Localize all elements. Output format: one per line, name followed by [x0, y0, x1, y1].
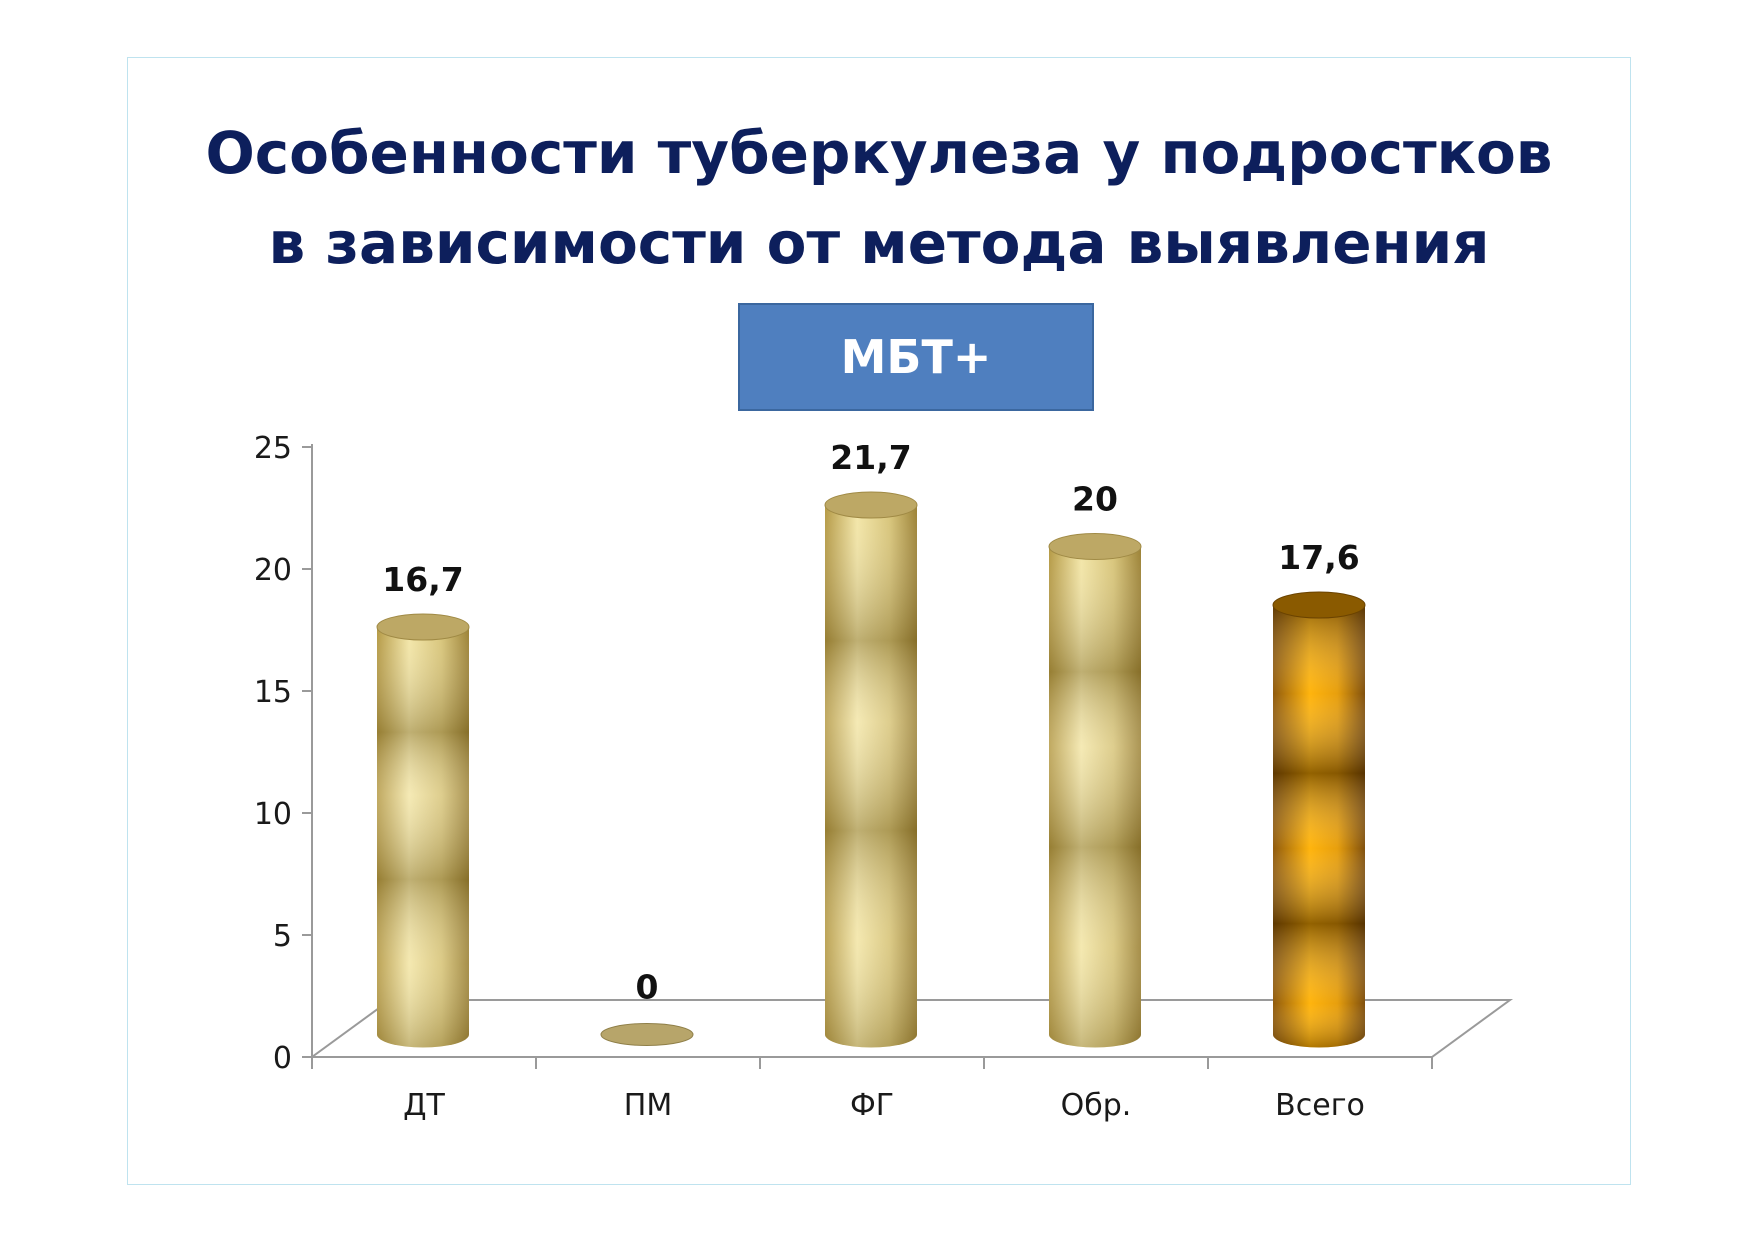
y-tick-label: 5	[273, 919, 292, 954]
data-label: 0	[636, 968, 659, 1007]
bar-4	[1272, 591, 1366, 1048]
mbt-badge: МБТ+	[738, 303, 1094, 411]
bar-flat-disc	[600, 1023, 694, 1046]
y-tick-label: 10	[254, 797, 292, 832]
y-tick-label: 20	[254, 553, 292, 588]
x-category-label: Всего	[1275, 1088, 1365, 1123]
data-label: 21,7	[830, 438, 911, 477]
title-line-2: в зависимости от метода выявления	[268, 209, 1490, 277]
slide-title: Особенности туберкулеза у подростков в з…	[128, 108, 1630, 288]
y-tick-label: 15	[254, 675, 292, 710]
bar-2	[824, 491, 918, 1048]
bar-shading	[825, 505, 917, 1048]
bar-top-cap	[1272, 591, 1366, 619]
y-tick-label: 25	[254, 431, 292, 466]
bar-top-cap	[1048, 533, 1142, 560]
bar-shading	[377, 627, 469, 1048]
bar-top-cap	[376, 613, 470, 641]
y-tick-label: 0	[273, 1041, 292, 1076]
chart-labels: ДТ ПМ ФГ Обр. Всего 16,7 0 21,7 20 17,6	[382, 438, 1365, 1123]
data-label: 17,6	[1278, 538, 1359, 577]
data-label: 16,7	[382, 560, 463, 599]
data-label: 20	[1072, 480, 1118, 519]
chart-bars	[376, 491, 1366, 1048]
x-category-label: ПМ	[624, 1088, 672, 1123]
bar-shading	[1049, 546, 1141, 1048]
bar-0	[376, 613, 470, 1048]
bar-3	[1048, 533, 1142, 1048]
title-line-1: Особенности туберкулеза у подростков	[205, 119, 1553, 187]
x-category-label: ФГ	[850, 1088, 894, 1123]
x-category-label: ДТ	[403, 1088, 445, 1123]
bar-shading	[1273, 605, 1365, 1048]
bar-1	[600, 1023, 694, 1046]
chart-floor	[308, 999, 1514, 1058]
bar-top-cap	[824, 491, 918, 519]
chart-axes: 0 5 10 15 20 25	[254, 431, 1514, 1076]
x-category-label: Обр.	[1061, 1088, 1132, 1123]
